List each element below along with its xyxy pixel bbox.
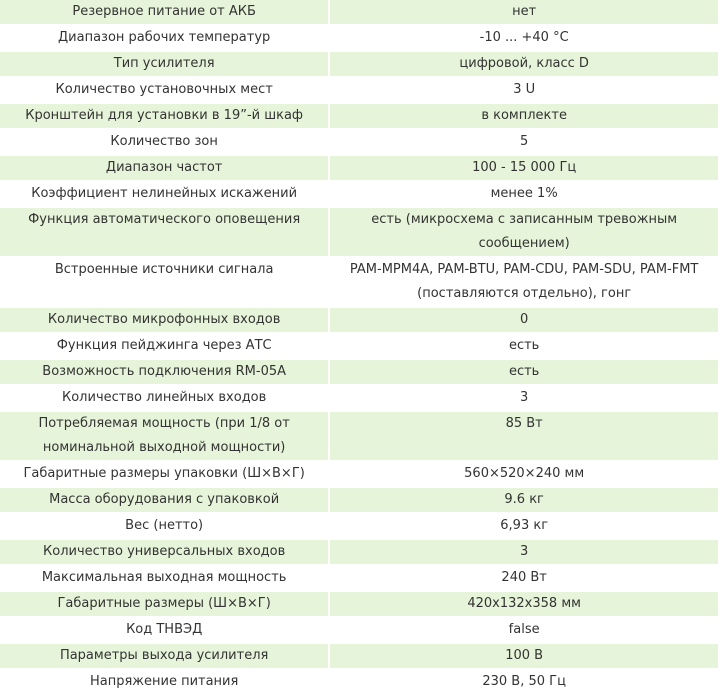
spec-value: 3 (330, 540, 718, 564)
spec-value: 240 Вт (330, 566, 718, 590)
spec-row: Диапазон частот 100 - 15 000 Гц (0, 156, 718, 180)
spec-row: Тип усилителя цифровой, класс D (0, 52, 718, 76)
spec-value: -10 ... +40 °С (330, 26, 718, 50)
spec-value: 85 Вт (330, 412, 718, 460)
spec-value: PAM-MPM4A, PAM-BTU, PAM-CDU, PAM-SDU, PA… (330, 258, 718, 306)
spec-name: Количество установочных мест (0, 78, 329, 102)
spec-value: 3 U (330, 78, 718, 102)
spec-value: менее 1% (330, 182, 718, 206)
spec-name: Количество линейных входов (0, 386, 329, 410)
spec-value: 5 (330, 130, 718, 154)
spec-name: Диапазон частот (0, 156, 329, 180)
spec-row: Коэффициент нелинейных искажений менее 1% (0, 182, 718, 206)
spec-name: Функция пейджинга через АТС (0, 334, 329, 358)
spec-row: Параметры выхода усилителя 100 В (0, 644, 718, 668)
spec-value: 3 (330, 386, 718, 410)
spec-name: Габаритные размеры (Ш×В×Г) (0, 592, 329, 616)
spec-row: Масса оборудования с упаковкой 9.6 кг (0, 488, 718, 512)
spec-name: Диапазон рабочих температур (0, 26, 329, 50)
spec-name: Параметры выхода усилителя (0, 644, 329, 668)
spec-value: в комплекте (330, 104, 718, 128)
spec-name: Функция автоматического оповещения (0, 208, 329, 256)
spec-name: Напряжение питания (0, 670, 329, 694)
spec-name: Коэффициент нелинейных искажений (0, 182, 329, 206)
spec-name: Количество микрофонных входов (0, 308, 329, 332)
spec-row: Количество зон 5 (0, 130, 718, 154)
spec-value: есть (микросхема с записанным тревожным … (330, 208, 718, 256)
spec-row: Габаритные размеры (Ш×В×Г) 420x132x358 мм (0, 592, 718, 616)
spec-value: 420x132x358 мм (330, 592, 718, 616)
spec-name: Количество зон (0, 130, 329, 154)
spec-row: Диапазон рабочих температур -10 ... +40 °… (0, 26, 718, 50)
spec-row: Максимальная выходная мощность 240 Вт (0, 566, 718, 590)
spec-row: Резервное питание от АКБ нет (0, 0, 718, 24)
spec-name: Встроенные источники сигнала (0, 258, 329, 306)
spec-row: Количество универсальных входов 3 (0, 540, 718, 564)
spec-name: Габаритные размеры упаковки (Ш×В×Г) (0, 462, 329, 486)
spec-value: 9.6 кг (330, 488, 718, 512)
spec-value: нет (330, 0, 718, 24)
spec-row: Напряжение питания 230 В, 50 Гц (0, 670, 718, 694)
spec-name: Резервное питание от АКБ (0, 0, 329, 24)
spec-value: 100 В (330, 644, 718, 668)
spec-row: Количество линейных входов 3 (0, 386, 718, 410)
spec-row: Возможность подключения RM-05A есть (0, 360, 718, 384)
spec-name: Количество универсальных входов (0, 540, 329, 564)
spec-row: Функция пейджинга через АТС есть (0, 334, 718, 358)
spec-row: Встроенные источники сигнала PAM-MPM4A, P… (0, 258, 718, 306)
spec-value: есть (330, 334, 718, 358)
spec-value: false (330, 618, 718, 642)
spec-name: Код ТНВЭД (0, 618, 329, 642)
spec-row: Потребляемая мощность (при 1/8 от номина… (0, 412, 718, 460)
spec-value: 560×520×240 мм (330, 462, 718, 486)
spec-name: Кронштейн для установки в 19”-й шкаф (0, 104, 329, 128)
spec-row: Количество установочных мест 3 U (0, 78, 718, 102)
spec-name: Максимальная выходная мощность (0, 566, 329, 590)
spec-value: есть (330, 360, 718, 384)
spec-value: 100 - 15 000 Гц (330, 156, 718, 180)
spec-name: Масса оборудования с упаковкой (0, 488, 329, 512)
spec-value: цифровой, класс D (330, 52, 718, 76)
spec-row: Габаритные размеры упаковки (Ш×В×Г) 560×5… (0, 462, 718, 486)
spec-value: 0 (330, 308, 718, 332)
spec-row: Количество микрофонных входов 0 (0, 308, 718, 332)
spec-row: Функция автоматического оповещения есть (… (0, 208, 718, 256)
spec-name: Тип усилителя (0, 52, 329, 76)
spec-name: Потребляемая мощность (при 1/8 от номина… (0, 412, 329, 460)
spec-name: Вес (нетто) (0, 514, 329, 538)
spec-value: 230 В, 50 Гц (330, 670, 718, 694)
spec-row: Код ТНВЭД false (0, 618, 718, 642)
spec-value: 6,93 кг (330, 514, 718, 538)
spec-row: Вес (нетто) 6,93 кг (0, 514, 718, 538)
spec-name: Возможность подключения RM-05A (0, 360, 329, 384)
spec-row: Кронштейн для установки в 19”-й шкаф в ко… (0, 104, 718, 128)
